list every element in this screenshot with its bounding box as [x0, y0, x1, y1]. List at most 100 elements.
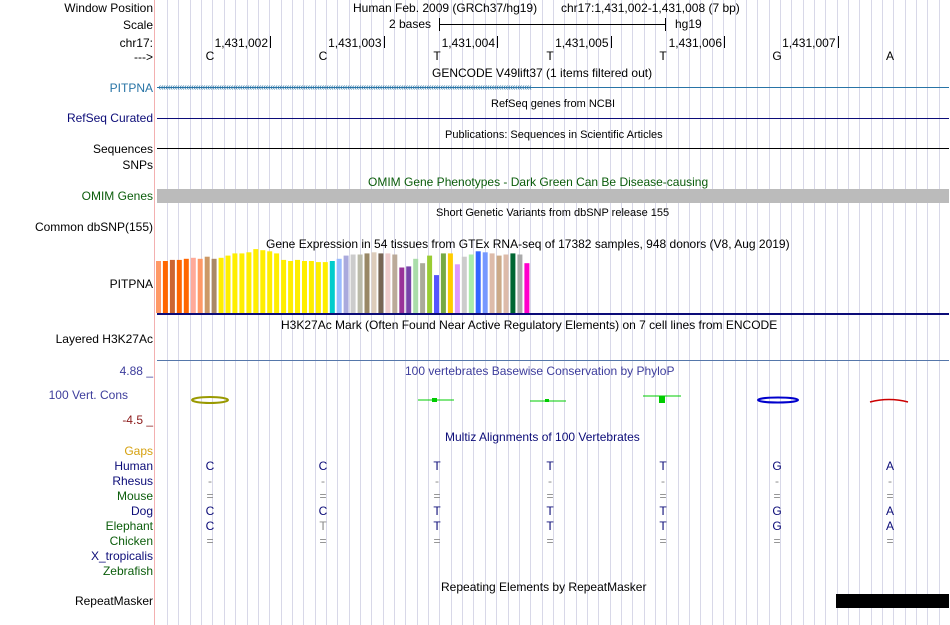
alignment-base: = — [319, 534, 327, 548]
gtex-tissue-bar[interactable] — [517, 254, 523, 314]
gtex-tissue-bar[interactable] — [295, 259, 300, 313]
gtex-tissue-bar[interactable] — [427, 255, 433, 313]
gtex-tissue-bar[interactable] — [260, 250, 266, 313]
gtex-tissue-bar[interactable] — [489, 253, 495, 313]
gtex-tissue-bar[interactable] — [454, 264, 460, 314]
refseq-curated-label[interactable]: RefSeq Curated — [66, 111, 153, 125]
gtex-tissue-bar[interactable] — [308, 261, 314, 313]
gtex-tissue-bar[interactable] — [475, 251, 481, 314]
species-label[interactable]: Zebrafish — [102, 564, 153, 578]
gtex-tissue-bar[interactable] — [406, 266, 412, 313]
gtex-tissue-bar[interactable] — [162, 261, 168, 313]
phylop-track-title: 100 vertebrates Basewise Conservation by… — [405, 364, 675, 378]
ruler-base: G — [772, 49, 782, 63]
alignment-base: - — [208, 474, 212, 488]
gtex-tissue-bar[interactable] — [510, 253, 516, 313]
species-label[interactable]: X_tropicalis — [90, 549, 153, 563]
gtex-tissue-bar[interactable] — [156, 261, 161, 313]
gtex-tissue-bar[interactable] — [482, 252, 488, 313]
gtex-tissue-bar[interactable] — [364, 253, 370, 313]
gtex-tissue-bar[interactable] — [336, 258, 342, 313]
gtex-tissue-bar[interactable] — [288, 261, 294, 313]
gaps-label[interactable]: Gaps — [124, 444, 153, 458]
gtex-tissue-bar[interactable] — [197, 258, 203, 313]
cons-track-label[interactable]: 100 Vert. Cons — [48, 388, 128, 402]
gtex-bar-chart[interactable] — [0, 0, 950, 320]
snps-label[interactable]: SNPs — [122, 158, 153, 172]
phylop-glyphs[interactable] — [0, 380, 950, 420]
sequences-label[interactable]: Sequences — [92, 142, 153, 156]
repeatmasker-element[interactable] — [836, 594, 949, 608]
alignment-base: T — [433, 504, 441, 518]
gtex-tissue-bar[interactable] — [253, 249, 259, 313]
pitpna-gene-label[interactable]: PITPNA — [110, 81, 153, 95]
ruler-base: C — [318, 49, 328, 63]
gtex-tissue-bar[interactable] — [496, 255, 502, 313]
gtex-tissue-bar[interactable] — [267, 251, 273, 314]
gtex-tissue-bar[interactable] — [440, 253, 446, 313]
gtex-tissue-bar[interactable] — [524, 263, 530, 313]
species-label[interactable]: Elephant — [105, 519, 153, 533]
gtex-tissue-bar[interactable] — [329, 261, 335, 313]
gtex-tissue-bar[interactable] — [274, 253, 280, 313]
gtex-tissue-bar[interactable] — [239, 253, 245, 313]
species-label[interactable]: Dog — [130, 504, 153, 518]
alignment-base: C — [205, 459, 215, 473]
gtex-tissue-bar[interactable] — [246, 252, 252, 313]
gtex-tissue-bar[interactable] — [399, 267, 405, 314]
gtex-tissue-bar[interactable] — [378, 253, 384, 313]
repeatmasker-label[interactable]: RepeatMasker — [74, 594, 153, 608]
gtex-tissue-bar[interactable] — [350, 254, 356, 314]
pitpna-gene-line[interactable] — [157, 87, 949, 88]
gtex-tissue-bar[interactable] — [413, 258, 419, 313]
strand-arrow-label: ---> — [134, 50, 153, 64]
refseq-gene-line[interactable] — [157, 118, 949, 119]
gtex-tissue-bar[interactable] — [385, 253, 391, 313]
gtex-tissue-bar[interactable] — [447, 253, 453, 313]
gtex-tissue-bar[interactable] — [281, 259, 287, 313]
ruler-tick — [610, 36, 612, 48]
gtex-tissue-bar[interactable] — [468, 254, 474, 314]
gtex-tissue-bar[interactable] — [204, 256, 210, 313]
gtex-tissue-bar[interactable] — [183, 258, 189, 313]
refseq-track-title: RefSeq genes from NCBI — [491, 98, 616, 110]
gtex-tissue-bar[interactable] — [315, 262, 321, 313]
species-label[interactable]: Mouse — [116, 489, 153, 503]
species-label[interactable]: Chicken — [109, 534, 153, 548]
h3k27ac-signal-line[interactable] — [157, 360, 949, 361]
alignment-base: - — [661, 474, 665, 488]
phylop-glyph-c1 — [191, 396, 229, 404]
sequences-line[interactable] — [157, 148, 949, 149]
gtex-tissue-bar[interactable] — [218, 257, 224, 314]
gtex-gene-label[interactable]: PITPNA — [109, 277, 153, 291]
gtex-tissue-bar[interactable] — [420, 263, 426, 313]
gtex-tissue-bar[interactable] — [225, 255, 231, 313]
gtex-tissue-bar[interactable] — [232, 253, 238, 313]
alignment-base: = — [546, 534, 554, 548]
gtex-tissue-bar[interactable] — [190, 257, 196, 314]
gtex-tissue-bar[interactable] — [357, 254, 363, 314]
gtex-tissue-bar[interactable] — [392, 254, 398, 314]
common-dbsnp-label[interactable]: Common dbSNP(155) — [34, 220, 153, 234]
gtex-tissue-bar[interactable] — [503, 254, 509, 314]
gtex-tissue-bar[interactable] — [371, 252, 377, 313]
omim-feature-block[interactable] — [157, 189, 949, 203]
gtex-tissue-bar[interactable] — [322, 262, 328, 313]
cons-min-label: -4.5 _ — [122, 413, 153, 427]
h3k27ac-label[interactable]: Layered H3K27Ac — [55, 332, 153, 346]
gtex-tissue-bar[interactable] — [211, 258, 217, 313]
gtex-tissue-bar[interactable] — [176, 259, 182, 313]
alignment-base: C — [205, 519, 215, 533]
gtex-tissue-bar[interactable] — [169, 259, 175, 313]
gtex-tissue-bar[interactable] — [302, 261, 307, 313]
gtex-tissue-bar[interactable] — [461, 256, 467, 313]
alignment-base: - — [775, 474, 779, 488]
species-label[interactable]: Rhesus — [112, 474, 153, 488]
alignment-base: G — [772, 504, 782, 518]
species-label[interactable]: Human — [114, 459, 153, 473]
gtex-tissue-bar[interactable] — [434, 275, 439, 313]
alignment-base: T — [319, 519, 327, 533]
omim-genes-label[interactable]: OMIM Genes — [81, 189, 153, 203]
multiz-track-title: Multiz Alignments of 100 Vertebrates — [445, 430, 640, 444]
gtex-tissue-bar[interactable] — [343, 255, 349, 313]
